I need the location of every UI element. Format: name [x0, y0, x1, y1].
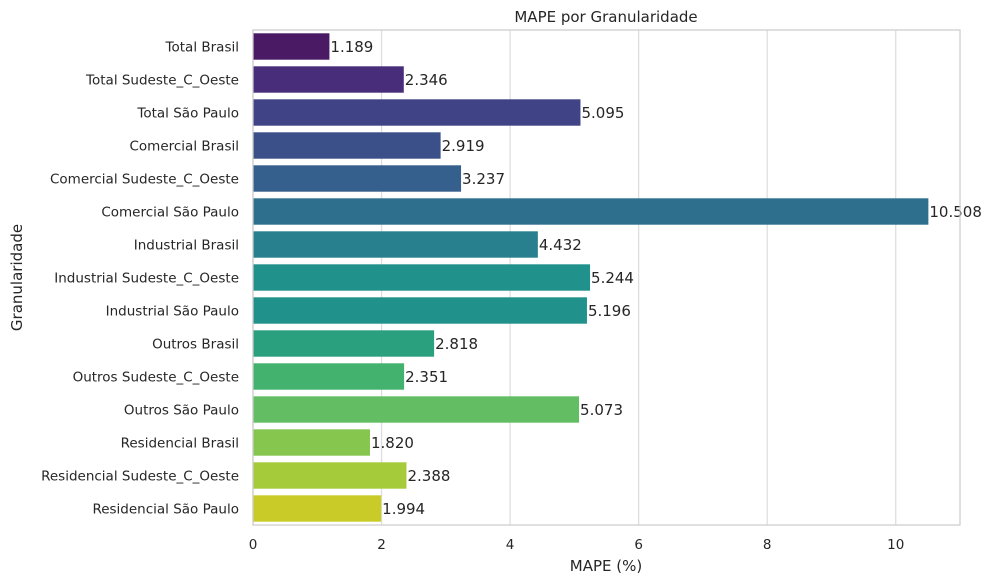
y-tick-label: Comercial São Paulo	[101, 205, 239, 221]
bar-value-label: 4.432	[539, 236, 582, 254]
y-tick-label: Outros Brasil	[152, 337, 239, 353]
bar-value-label: 2.346	[405, 71, 448, 89]
y-tick-label: Total Brasil	[165, 40, 239, 56]
bar-value-label: 5.196	[588, 302, 631, 320]
bar-value-label: 2.818	[435, 335, 478, 353]
y-tick-label: Residencial Sudeste_C_Oeste	[41, 469, 239, 485]
bar	[253, 330, 435, 357]
x-tick-labels: 0 2 4 6 8 10	[249, 537, 905, 553]
y-axis-title: Granularidade	[8, 224, 26, 331]
y-tick-label: Industrial São Paulo	[106, 304, 239, 320]
x-tick-label: 0	[249, 537, 258, 553]
bar-value-label: 2.919	[442, 137, 485, 155]
bar-value-label: 3.237	[462, 170, 505, 188]
bar-value-label: 1.820	[371, 434, 414, 452]
y-tick-labels: Total Brasil Total Sudeste_C_Oeste Total S…	[41, 40, 239, 518]
bar	[253, 99, 581, 126]
x-tick-label: 2	[377, 537, 386, 553]
bar-value-label: 1.994	[382, 500, 425, 518]
bar	[253, 165, 462, 192]
y-tick-label: Comercial Brasil	[129, 139, 239, 155]
bar	[253, 396, 580, 423]
chart-title: MAPE por Granularidade	[514, 8, 697, 26]
x-tick-label: 6	[634, 537, 643, 553]
x-tick-label: 10	[887, 537, 904, 553]
bar-value-label: 10.508	[929, 203, 982, 221]
bar	[253, 297, 587, 324]
bar	[253, 231, 538, 258]
bar	[253, 495, 382, 522]
bar	[253, 132, 441, 159]
x-tick-label: 8	[763, 537, 772, 553]
y-tick-label: Industrial Brasil	[134, 238, 239, 254]
y-tick-label: Comercial Sudeste_C_Oeste	[50, 172, 239, 188]
bar-value-label: 2.388	[407, 467, 450, 485]
y-tick-label: Outros Sudeste_C_Oeste	[73, 370, 239, 386]
y-tick-label: Industrial Sudeste_C_Oeste	[54, 271, 239, 287]
y-tick-label: Residencial São Paulo	[92, 502, 239, 518]
bars: 1.189 2.346 5.095 2.919 3.237 10.508 4.432 5.24…	[253, 33, 982, 522]
bar-value-label: 5.073	[580, 401, 623, 419]
bar	[253, 363, 405, 390]
plot-frame	[252, 29, 961, 526]
y-tick-label: Residencial Brasil	[121, 436, 239, 452]
bar-value-label: 1.189	[330, 38, 373, 56]
bar	[253, 462, 407, 489]
y-tick-label: Total São Paulo	[136, 106, 239, 122]
bar	[253, 429, 370, 456]
bar-value-label: 5.244	[591, 269, 634, 287]
x-tick-label: 4	[506, 537, 515, 553]
x-axis-title: MAPE (%)	[570, 557, 642, 575]
y-tick-label: Outros São Paulo	[124, 403, 239, 419]
y-tick-label: Total Sudeste_C_Oeste	[85, 73, 239, 89]
bar	[253, 66, 404, 93]
bar-value-label: 5.095	[581, 104, 624, 122]
bar	[253, 198, 929, 225]
bar	[253, 264, 591, 291]
bar-value-label: 2.351	[405, 368, 448, 386]
bar	[253, 33, 330, 60]
